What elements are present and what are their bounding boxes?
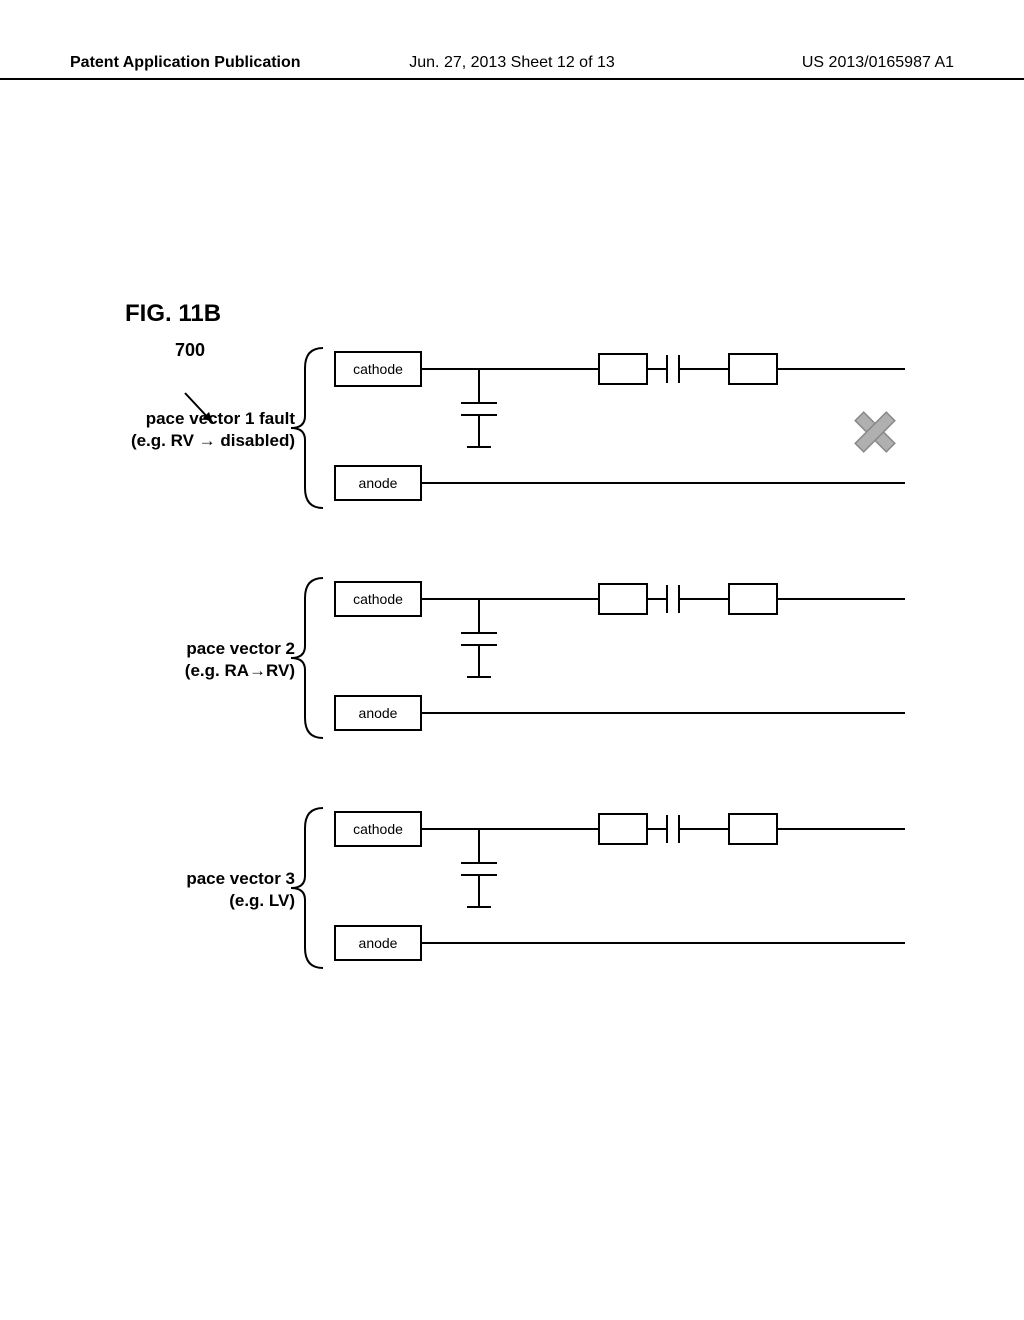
svg-text:(e.g. RA→RV): (e.g. RA→RV)	[185, 661, 295, 680]
figure-label: FIG. 11B	[125, 300, 925, 328]
circuit-diagram: pace vector 1 fault (e.g. RV → disabled) c…	[125, 338, 925, 1058]
reference-number: 700	[175, 340, 205, 361]
svg-text:cathode: cathode	[353, 361, 403, 377]
svg-text:anode: anode	[359, 475, 398, 491]
svg-text:anode: anode	[359, 935, 398, 951]
svg-text:pace vector 3: pace vector 3	[186, 869, 295, 888]
page: Patent Application Publication Jun. 27, …	[0, 0, 1024, 1320]
header-row: Patent Application Publication Jun. 27, …	[0, 54, 1024, 72]
svg-text:anode: anode	[359, 705, 398, 721]
svg-text:pace vector 2: pace vector 2	[186, 639, 295, 658]
svg-text:pace vector 1 fault: pace vector 1 fault	[146, 409, 296, 428]
page-header: Patent Application Publication Jun. 27, …	[0, 54, 1024, 80]
svg-text:(e.g. LV): (e.g. LV)	[229, 891, 295, 910]
svg-text:(e.g. RV → disabled): (e.g. RV → disabled)	[131, 431, 295, 450]
svg-text:cathode: cathode	[353, 821, 403, 837]
header-sheet-info: Jun. 27, 2013 Sheet 12 of 13	[365, 54, 660, 72]
header-publication: Patent Application Publication	[70, 54, 365, 72]
header-patent-number: US 2013/0165987 A1	[659, 54, 954, 72]
svg-text:cathode: cathode	[353, 591, 403, 607]
figure-area: FIG. 11B 700 pace vector 1 fault (e.g. RV…	[125, 300, 925, 1058]
